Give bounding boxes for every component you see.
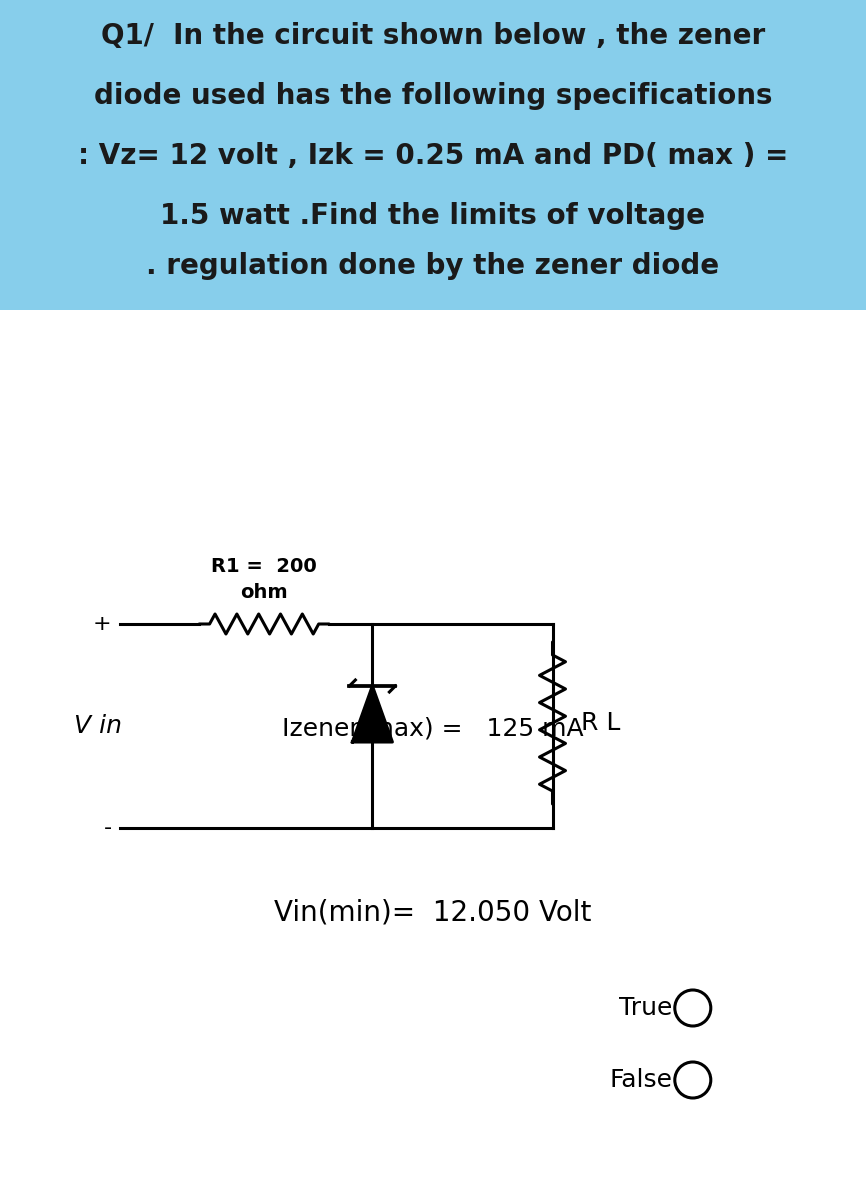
Text: +: +: [93, 614, 112, 634]
Text: 1.5 watt .Find the limits of voltage: 1.5 watt .Find the limits of voltage: [160, 202, 706, 229]
Text: Vin(min)=  12.050 Volt: Vin(min)= 12.050 Volt: [275, 898, 591, 926]
Text: R L: R L: [580, 710, 620, 734]
Text: Q1/  In the circuit shown below , the zener: Q1/ In the circuit shown below , the zen…: [100, 22, 766, 49]
Text: : Vz= 12 volt , Izk = 0.25 mA and PD( max ) =: : Vz= 12 volt , Izk = 0.25 mA and PD( ma…: [78, 142, 788, 169]
Text: -: -: [103, 818, 112, 838]
Text: True: True: [619, 996, 673, 1020]
Text: V in: V in: [74, 714, 121, 738]
Text: diode used has the following specifications: diode used has the following specificati…: [94, 82, 772, 109]
Text: . regulation done by the zener diode: . regulation done by the zener diode: [146, 252, 720, 280]
Text: False: False: [610, 1068, 673, 1092]
Bar: [0, 0, 866, 310]
Text: Izener(max) =   125 mA: Izener(max) = 125 mA: [282, 716, 584, 740]
Polygon shape: [352, 686, 392, 742]
Text: ohm: ohm: [241, 583, 288, 602]
Text: R1 =  200: R1 = 200: [211, 557, 317, 576]
